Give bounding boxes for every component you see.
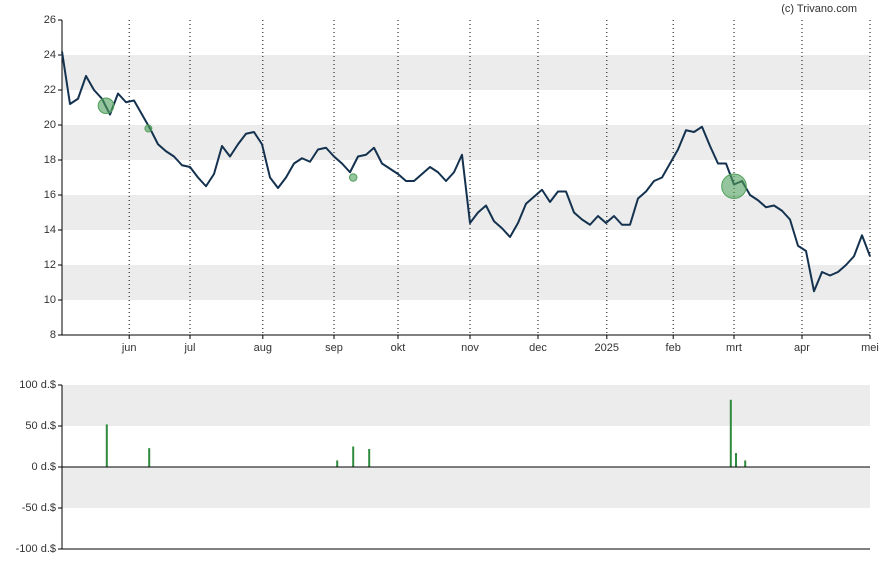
bar <box>336 460 339 467</box>
x-tick-label: jul <box>183 342 195 354</box>
x-tick-label: sep <box>325 342 343 354</box>
bar <box>148 448 151 467</box>
grid-band <box>62 467 870 508</box>
y-tick-label: 10 <box>44 294 56 306</box>
y-tick-label: 12 <box>44 259 56 271</box>
bar <box>735 453 737 467</box>
y-tick-label: -50 d.$ <box>22 502 56 514</box>
bar <box>368 448 371 467</box>
bar <box>352 446 355 467</box>
y-tick-label: 14 <box>44 224 56 236</box>
watermark: (c) Trivano.com <box>781 3 857 15</box>
y-tick-label: 26 <box>44 14 56 26</box>
y-tick-label: 22 <box>44 84 56 96</box>
x-tick-label: mei <box>861 342 879 354</box>
y-tick-label: 20 <box>44 119 56 131</box>
x-tick-label: jun <box>121 342 137 354</box>
y-tick-label: -100 d.$ <box>16 543 56 555</box>
bar <box>729 399 732 467</box>
y-tick-label: 16 <box>44 189 56 201</box>
y-tick-label: 50 d.$ <box>25 420 56 432</box>
bar <box>744 460 747 467</box>
bar <box>105 424 108 467</box>
x-tick-label: mrt <box>726 342 742 354</box>
x-tick-label: feb <box>666 342 681 354</box>
grid-band <box>62 195 870 230</box>
trade-bubble <box>721 173 747 200</box>
x-tick-label: okt <box>391 342 406 354</box>
y-tick-label: 8 <box>50 329 56 341</box>
y-tick-label: 100 d.$ <box>19 379 56 391</box>
trade-bubble <box>144 124 153 133</box>
grid-band <box>62 125 870 160</box>
x-tick-label: nov <box>461 342 479 354</box>
y-tick-label: 24 <box>44 49 56 61</box>
trade-bubble <box>97 97 115 115</box>
trade-bubble <box>348 173 358 182</box>
grid-band <box>62 265 870 300</box>
y-tick-label: 0 d.$ <box>32 461 56 473</box>
x-tick-label: 2025 <box>595 342 619 354</box>
grid-band <box>62 385 870 426</box>
x-tick-label: apr <box>794 342 810 354</box>
grid-band <box>62 55 870 90</box>
x-tick-label: aug <box>254 342 272 354</box>
x-tick-label: dec <box>529 342 547 354</box>
y-tick-label: 18 <box>44 154 56 166</box>
